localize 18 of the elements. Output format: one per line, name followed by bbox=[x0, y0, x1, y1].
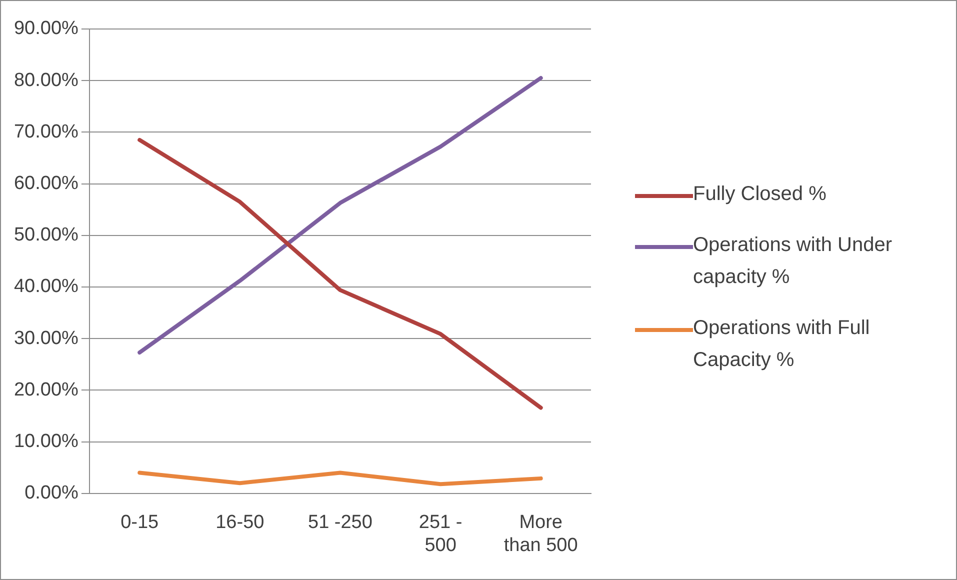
x-tick-label: More than 500 bbox=[504, 512, 578, 556]
y-tick-label: 60.00% bbox=[14, 173, 79, 194]
x-tick-label: 16-50 bbox=[216, 512, 264, 534]
y-tick-label: 30.00% bbox=[14, 328, 79, 349]
legend-label: Fully Closed % bbox=[693, 182, 826, 207]
y-tick-label: 0.00% bbox=[24, 482, 79, 504]
y-tick-label: 10.00% bbox=[14, 431, 79, 452]
x-tick-label: 0-15 bbox=[120, 512, 159, 534]
y-tick-label: 50.00% bbox=[14, 224, 79, 246]
y-tick-label: 20.00% bbox=[14, 379, 79, 400]
x-tick-label: 51 -250 bbox=[308, 512, 372, 534]
y-tick-label: 80.00% bbox=[14, 70, 79, 91]
y-tick-label: 90.00% bbox=[14, 18, 79, 40]
legend-label: Operations with Full Capacity % bbox=[693, 316, 871, 373]
x-tick-label: 251 - 500 bbox=[418, 512, 462, 556]
y-tick-label: 70.00% bbox=[14, 121, 79, 142]
legend-label: Operations with Under capacity % bbox=[693, 233, 893, 290]
y-tick-label: 40.00% bbox=[14, 276, 79, 298]
